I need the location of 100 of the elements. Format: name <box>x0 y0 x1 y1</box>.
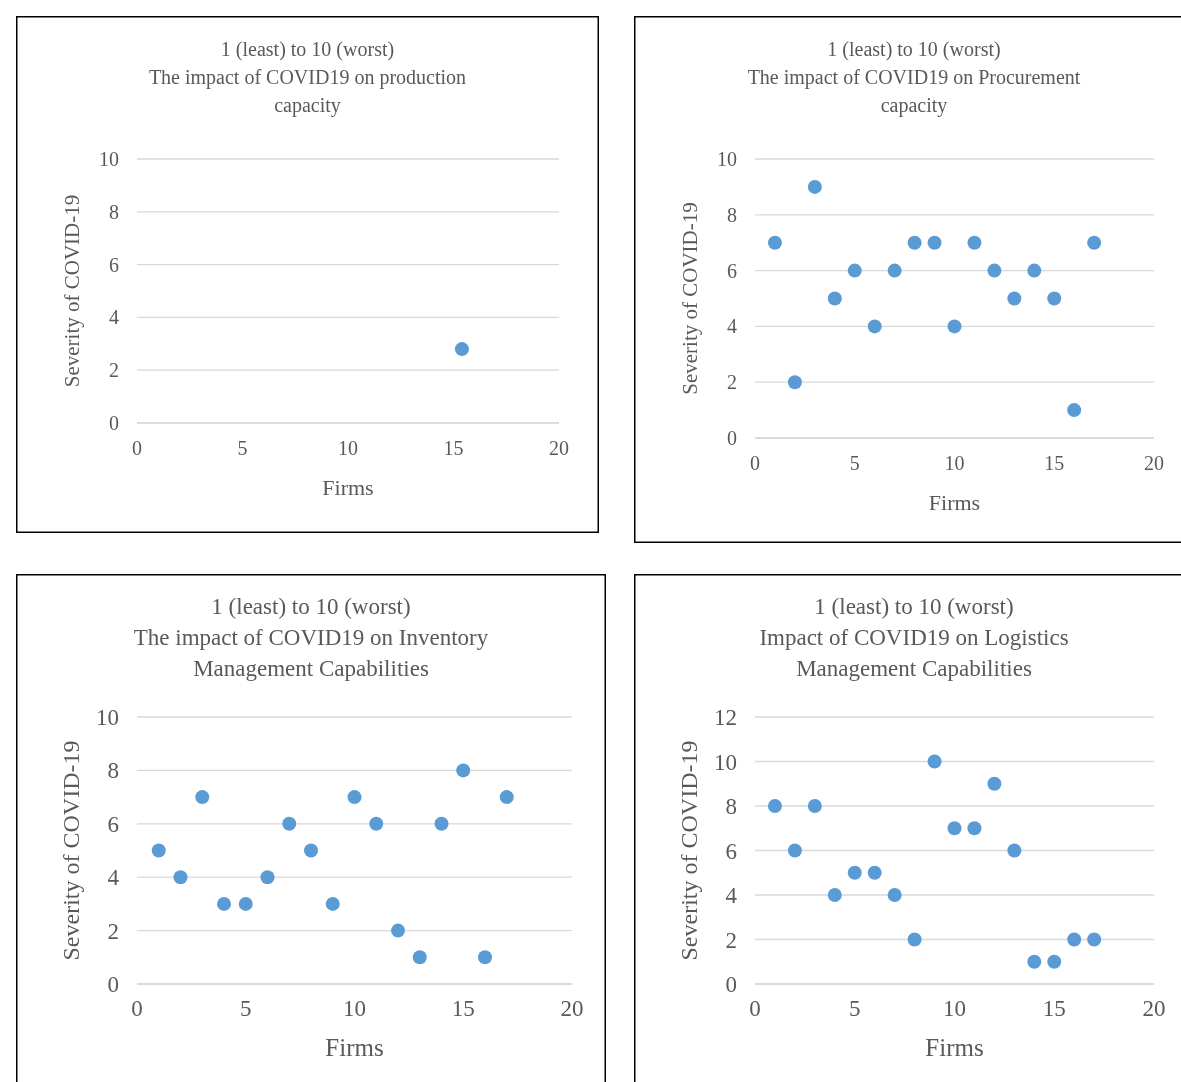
y-tick-label: 0 <box>109 412 119 434</box>
point <box>195 790 210 805</box>
point <box>907 235 922 250</box>
point <box>282 816 297 831</box>
x-tick-label: 20 <box>549 437 569 459</box>
point <box>434 816 449 831</box>
point <box>1027 954 1042 969</box>
y-tick-label: 4 <box>109 306 119 329</box>
point <box>412 950 427 965</box>
chart-title: 1 (least) to 10 (worst) The impact of COVID19 on Procurement capacity <box>747 38 1081 117</box>
point <box>767 235 782 250</box>
x-axis-title: Firms <box>925 1034 984 1061</box>
point <box>927 754 942 769</box>
x-tick-label: 20 <box>1144 452 1164 474</box>
x-tick-label: 15 <box>443 437 464 459</box>
y-tick-label: 8 <box>107 758 119 784</box>
point <box>787 375 802 390</box>
point <box>987 776 1002 791</box>
x-tick-label: 15 <box>451 996 475 1021</box>
y-tick-label: 0 <box>107 972 119 998</box>
point <box>369 816 384 831</box>
point <box>325 896 340 911</box>
chart-title: 1 (least) to 10 (worst) The impact of COVID19 on production capacity <box>148 38 467 117</box>
y-tick-label: 10 <box>96 705 119 731</box>
point <box>907 932 922 947</box>
x-axis-title: Firms <box>322 475 374 500</box>
x-axis-title: Firms <box>325 1034 384 1061</box>
y-tick-label: 4 <box>727 315 737 338</box>
point <box>217 896 231 911</box>
y-tick-label: 4 <box>107 865 120 891</box>
point <box>967 821 982 836</box>
point <box>847 865 862 880</box>
y-tick-label: 6 <box>107 811 119 837</box>
chart-title: 1 (least) to 10 (worst) Impact of COVID19 on Logistics Management Capabilities <box>759 594 1069 681</box>
point <box>947 319 962 334</box>
point <box>1087 932 1102 947</box>
y-tick-label: 8 <box>109 200 119 223</box>
point <box>391 923 405 938</box>
x-tick-label: 0 <box>749 996 761 1021</box>
y-tick-label: 10 <box>99 148 119 170</box>
x-tick-label: 10 <box>943 996 966 1021</box>
x-tick-label: 5 <box>237 437 248 459</box>
point <box>1067 932 1082 947</box>
x-tick-label: 0 <box>750 452 760 474</box>
point <box>260 870 275 885</box>
x-tick-label: 20 <box>1142 996 1166 1021</box>
y-axis-title: Severity of COVID-19 <box>58 740 84 961</box>
point <box>827 291 842 306</box>
point <box>1027 263 1042 278</box>
point <box>847 263 862 278</box>
y-axis-title: Severity of COVID-19 <box>678 202 702 395</box>
point <box>887 263 902 278</box>
point <box>807 179 822 194</box>
x-tick-label: 5 <box>849 996 861 1021</box>
point <box>867 319 882 334</box>
point <box>867 865 882 880</box>
point <box>151 843 166 858</box>
point <box>1007 843 1022 858</box>
x-tick-label: 10 <box>338 437 358 459</box>
point <box>1047 954 1062 969</box>
point <box>347 790 362 805</box>
point <box>1067 403 1082 418</box>
point <box>173 870 188 885</box>
y-tick-label: 0 <box>725 972 737 998</box>
y-tick-label: 2 <box>107 918 119 944</box>
point <box>767 799 782 813</box>
y-tick-label: 2 <box>109 359 119 382</box>
point <box>987 263 1002 278</box>
point <box>499 790 514 805</box>
x-tick-label: 5 <box>240 996 252 1021</box>
point <box>827 888 842 902</box>
point <box>238 896 253 911</box>
chart-title: 1 (least) to 10 (worst) The impact of COVID19 on Inventory Management Capabilities <box>133 594 489 681</box>
y-tick-label: 8 <box>725 794 737 820</box>
point <box>787 843 802 858</box>
point <box>967 235 982 250</box>
x-tick-label: 20 <box>560 996 584 1021</box>
point <box>304 843 318 858</box>
x-tick-label: 15 <box>1044 452 1065 474</box>
y-tick-label: 12 <box>714 705 737 731</box>
y-tick-label: 10 <box>714 749 737 775</box>
point <box>1047 291 1062 306</box>
y-tick-label: 4 <box>725 883 738 909</box>
y-tick-label: 2 <box>727 371 737 394</box>
point <box>478 950 492 965</box>
x-tick-label: 10 <box>343 996 366 1021</box>
point <box>927 235 942 250</box>
point <box>456 763 471 778</box>
y-tick-label: 10 <box>717 148 737 170</box>
point <box>807 799 822 813</box>
y-tick-label: 6 <box>725 838 737 864</box>
y-axis-title: Severity of COVID-19 <box>60 194 84 388</box>
point <box>1087 235 1102 250</box>
y-tick-label: 6 <box>727 259 737 282</box>
x-tick-label: 5 <box>849 452 860 474</box>
point <box>887 888 902 902</box>
point <box>1007 291 1022 306</box>
y-tick-label: 8 <box>727 203 737 226</box>
y-axis-title: Severity of COVID-19 <box>676 740 702 961</box>
x-tick-label: 0 <box>131 996 143 1021</box>
